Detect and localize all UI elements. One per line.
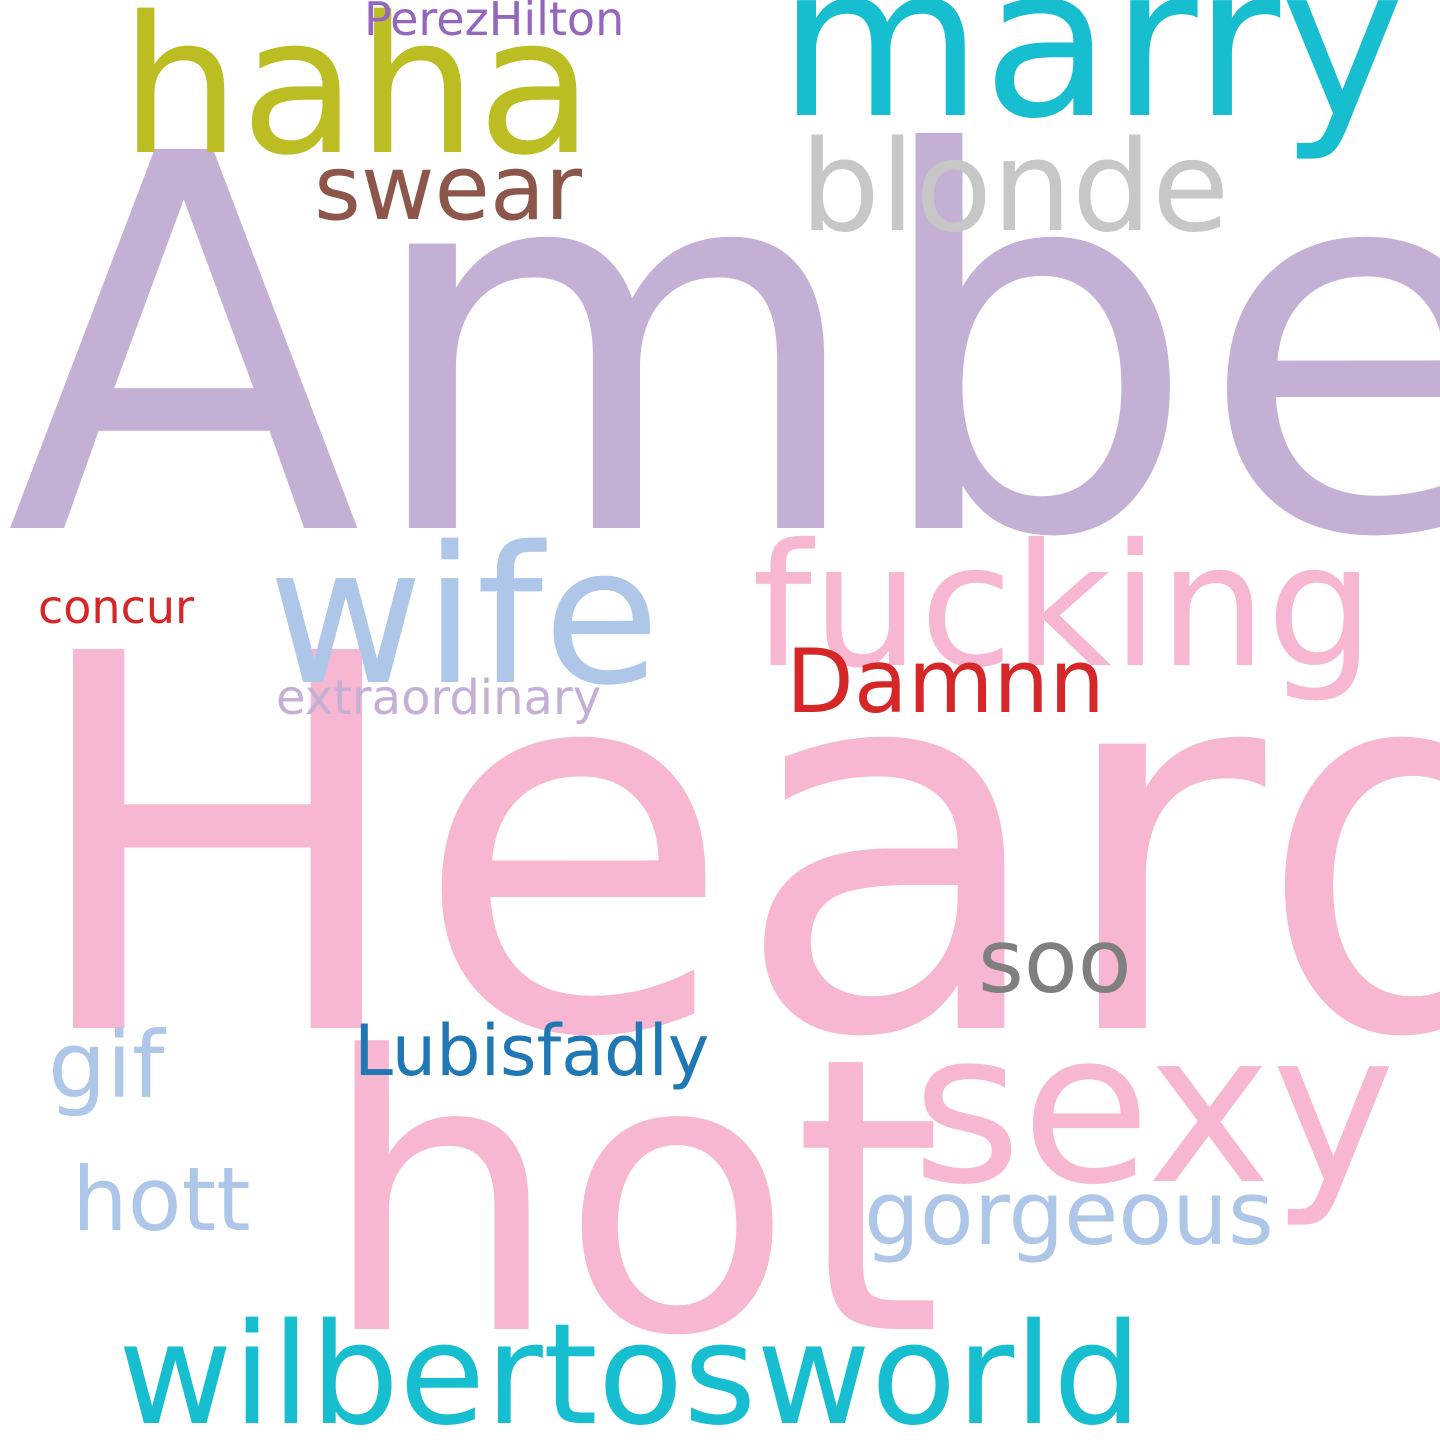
- word-haha: haha: [120, 0, 594, 197]
- word-extraordinary: extraordinary: [276, 670, 602, 726]
- word-swear: swear: [314, 136, 583, 241]
- word-hott: hott: [72, 1148, 251, 1251]
- word-soo: soo: [978, 910, 1132, 1013]
- word-gif: gif: [48, 1012, 165, 1119]
- word-fucking: fucking: [752, 508, 1375, 706]
- word-lubisfadly: Lubisfadly: [354, 1010, 710, 1092]
- word-sexy: sexy: [912, 986, 1396, 1231]
- word-wife: wife: [268, 506, 660, 727]
- word-hot: hot: [320, 976, 943, 1419]
- word-heard: Heard: [22, 545, 1440, 1151]
- word-wilbertosworld: wilbertosworld: [118, 1294, 1142, 1440]
- word-damnn: Damnn: [786, 630, 1105, 733]
- word-gorgeous: gorgeous: [864, 1162, 1274, 1265]
- word-marry: marry: [778, 0, 1405, 165]
- word-amber: Amber: [6, 45, 1440, 651]
- word-concur: concur: [38, 580, 194, 634]
- word-perezhilton: PerezHilton: [364, 0, 625, 46]
- word-blonde: blonde: [800, 113, 1230, 260]
